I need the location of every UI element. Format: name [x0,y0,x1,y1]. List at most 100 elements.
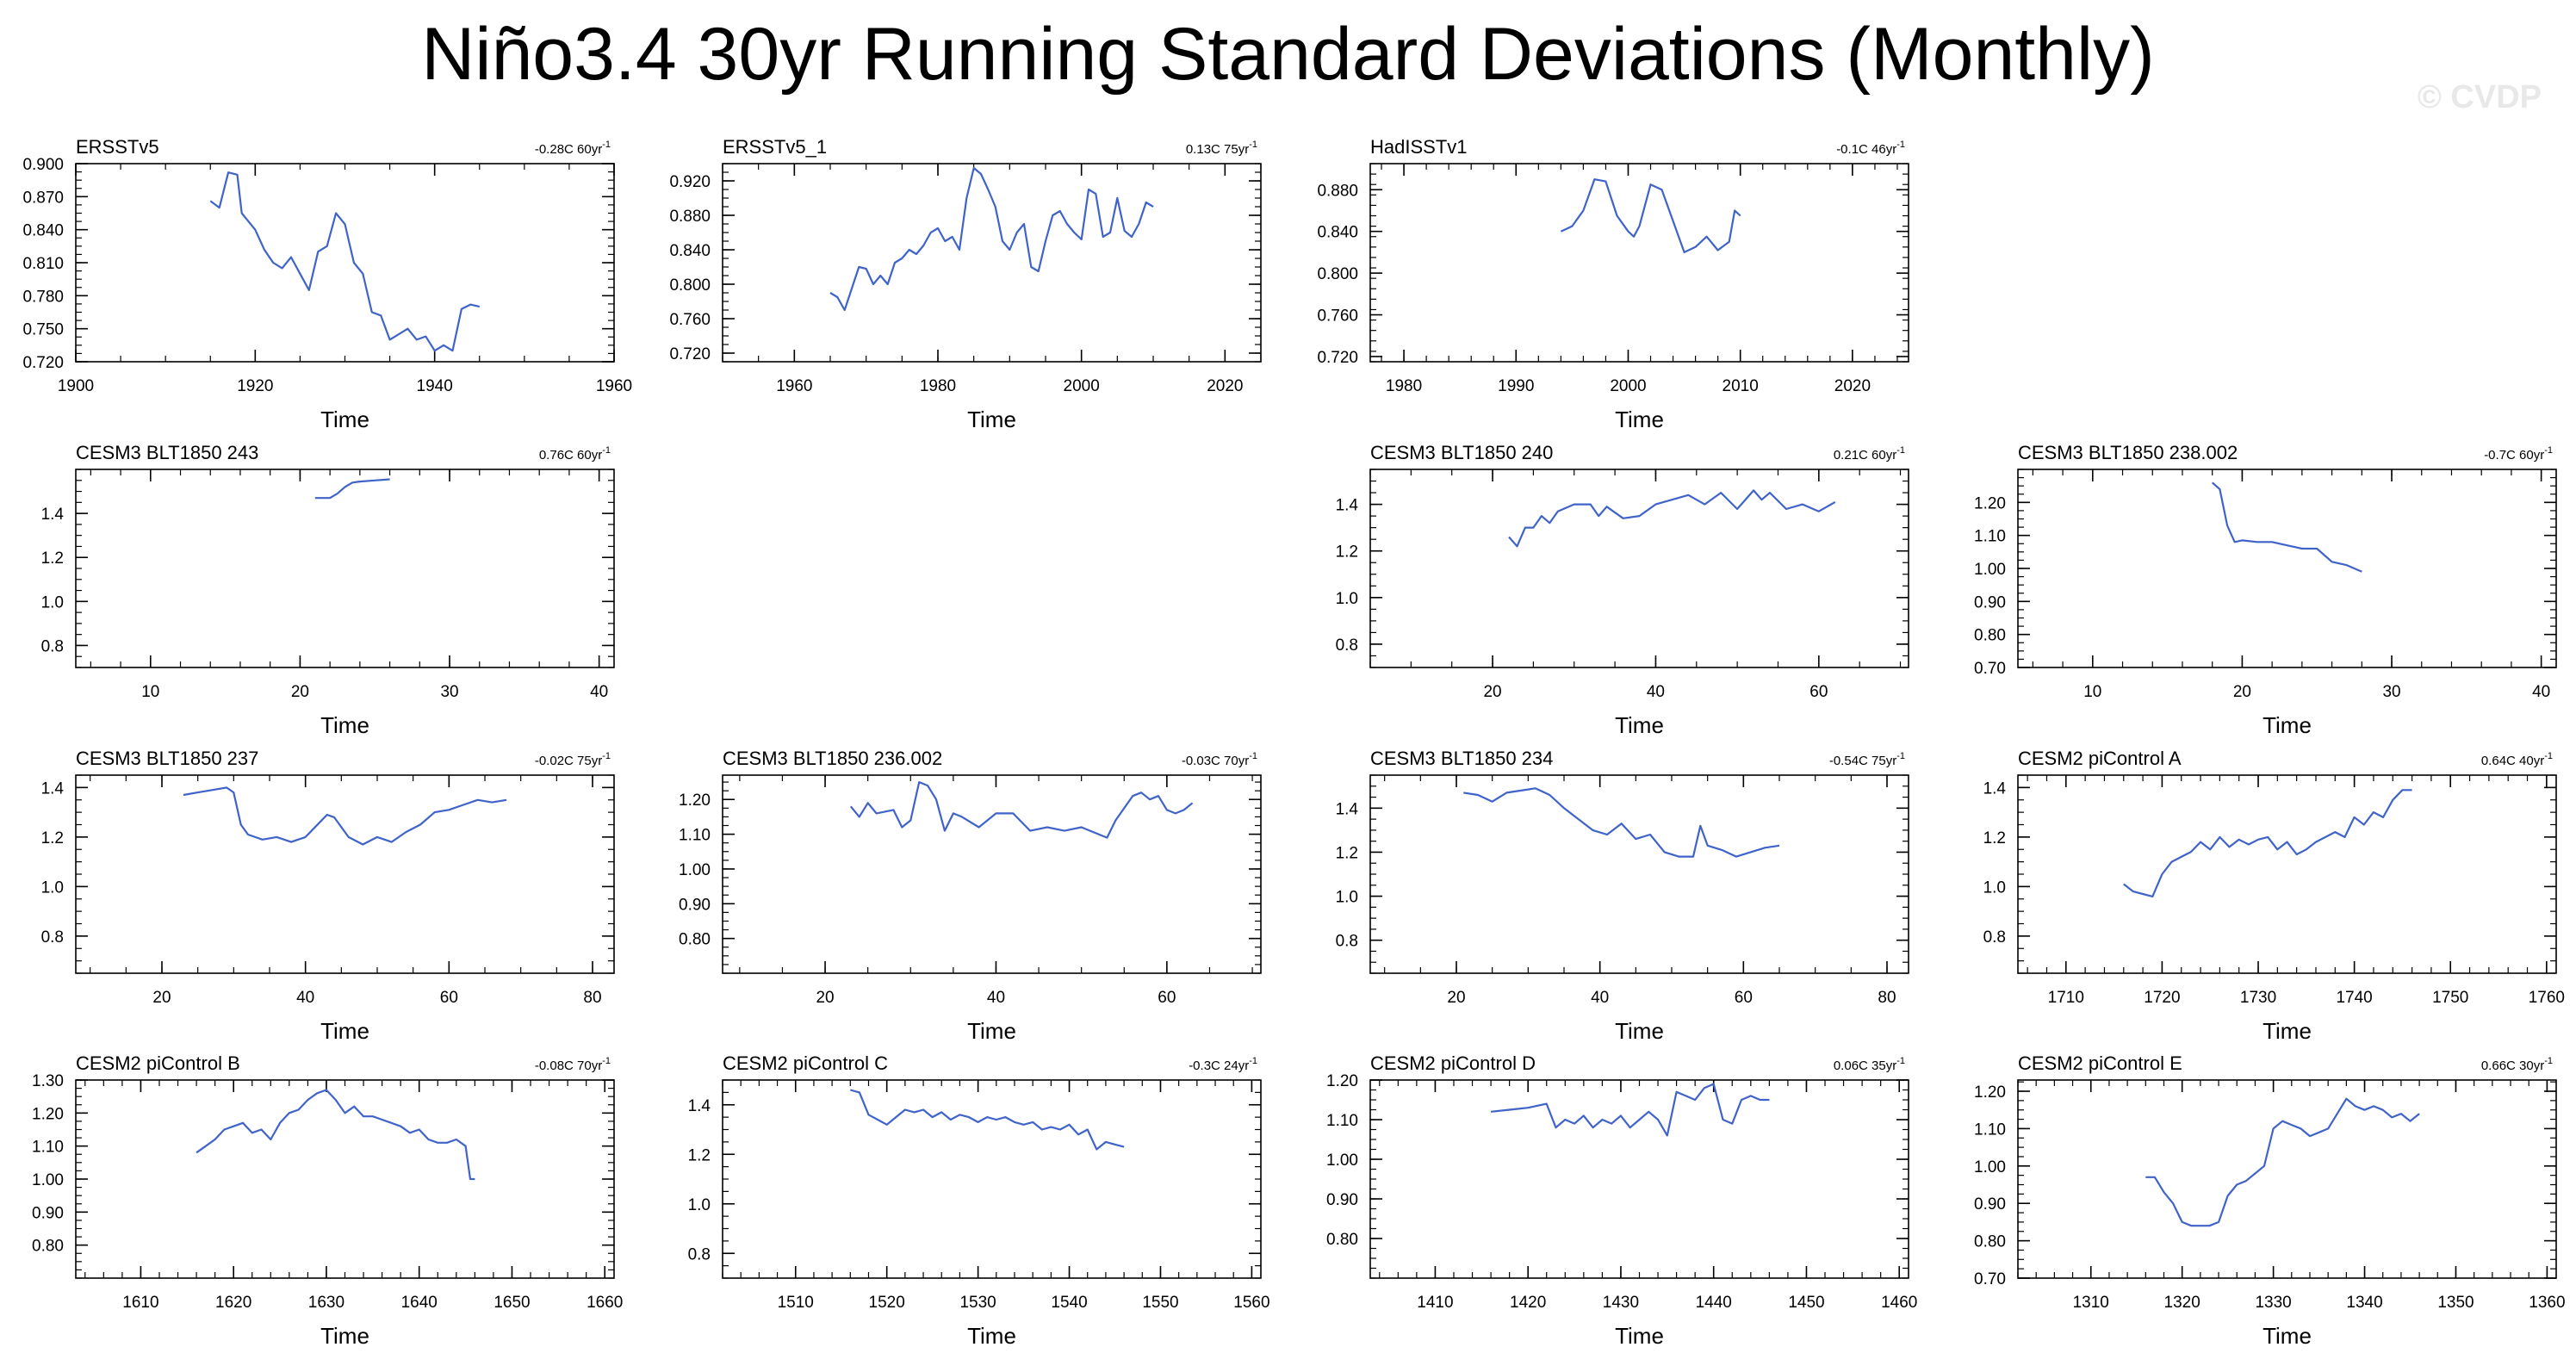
trend-label: -0.08C 70yr-1 [535,1056,611,1073]
trend-superscript: -1 [1896,1056,1905,1066]
y-tick-label: 1.0 [1336,889,1358,907]
y-tick-label: 1.0 [1983,878,2006,897]
x-tick-label: 1740 [2336,989,2372,1007]
chart-panel-12: 1610 1620 1630 1640 1650 1660 0.80 0.90 1.00 1.10… [32,1052,623,1349]
chart-panel-10: 20 40 60 80 0.8 1.0 1.2 1.4 CESM3 BLT1850 234 -0.… [1336,748,1909,1044]
chart-panel-1: 1960 1980 2000 2020 0.720 0.760 0.800 0.840 0.88… [669,136,1262,432]
chart-title: HadISSTv1 [1370,136,1468,158]
y-tick-label: 0.810 [22,255,64,273]
trend-label: 0.06C 35yr-1 [1834,1056,1905,1073]
chart-title: CESM3 BLT1850 243 [76,442,258,463]
y-tick-label: 0.750 [22,321,64,339]
series-line [1560,178,1741,253]
series-line [196,1089,475,1181]
y-tick-label: 0.70 [1974,660,2006,678]
trend-label: 0.64C 40yr-1 [2481,751,2553,768]
series-line [849,780,1194,839]
plot-frame [75,469,615,668]
x-tick-label: 1540 [1051,1294,1087,1312]
y-tick-label: 0.80 [32,1238,64,1256]
x-tick-label: 1430 [1603,1294,1639,1312]
trend-superscript: -1 [1896,140,1905,150]
x-axis-label: Time [320,1018,369,1044]
x-tick-label: 2020 [1834,377,1871,395]
x-tick-label: 1330 [2255,1294,2291,1312]
x-tick-label: 1620 [215,1294,251,1312]
y-tick-label: 0.8 [41,637,64,655]
y-tick-label: 1.2 [1983,829,2006,847]
trend-superscript: -1 [602,751,611,761]
chart-title: CESM3 BLT1850 238.002 [2018,442,2238,463]
x-tick-label: 2010 [1723,377,1759,395]
chart-title: CESM2 piControl A [2018,748,2182,769]
y-tick-label: 1.4 [1336,800,1359,818]
x-tick-label: 40 [987,989,1005,1007]
x-axis-label: Time [320,712,369,738]
y-tick-label: 1.00 [679,861,711,879]
x-tick-label: 20 [291,683,309,701]
trend-label: -0.02C 75yr-1 [535,751,611,768]
trend-superscript: -1 [1896,445,1905,456]
series-line [1463,787,1780,858]
series-line [209,171,481,352]
x-tick-label: 10 [2083,683,2101,701]
y-tick-label: 1.00 [1326,1152,1358,1170]
x-axis-label: Time [1615,1323,1664,1349]
trend-superscript: -1 [1249,1056,1257,1066]
plot-frame [722,774,1262,974]
y-tick-label: 0.870 [22,189,64,207]
chart-title: CESM2 piControl B [76,1052,240,1074]
chart-title: CESM2 piControl D [1370,1052,1536,1074]
x-tick-label: 20 [816,989,834,1007]
y-tick-label: 1.20 [1326,1072,1358,1090]
y-tick-label: 0.800 [1317,265,1358,283]
y-tick-label: 1.00 [1974,1158,2006,1176]
trend-superscript: -1 [1249,140,1257,150]
x-tick-label: 1750 [2432,989,2468,1007]
x-tick-label: 80 [583,989,601,1007]
y-tick-label: 1.4 [1336,497,1359,515]
y-tick-label: 1.4 [41,779,65,798]
x-tick-label: 1440 [1696,1294,1732,1312]
trend-label: -0.28C 60yr-1 [535,140,611,157]
chart-panel-8: 20 40 60 80 0.8 1.0 1.2 1.4 CESM3 BLT1850 237 -0.… [41,748,615,1044]
x-tick-label: 40 [590,683,608,701]
x-tick-label: 1980 [920,377,956,395]
y-tick-label: 0.80 [679,931,711,949]
x-tick-label: 1350 [2437,1294,2474,1312]
x-tick-label: 2000 [1610,377,1646,395]
y-tick-label: 0.80 [1974,627,2006,645]
chart-title: CESM3 BLT1850 240 [1370,442,1553,463]
x-tick-label: 1360 [2529,1294,2565,1312]
x-axis-label: Time [2263,712,2312,738]
x-tick-label: 1410 [1417,1294,1453,1312]
y-tick-label: 1.00 [1974,561,2006,579]
y-tick-label: 1.10 [32,1139,64,1157]
chart-panel-9: 20 40 60 0.80 0.90 1.00 1.10 1.20 CESM3 BLT1850 … [679,748,1262,1044]
y-tick-label: 1.10 [1974,528,2006,546]
x-tick-label: 10 [141,683,159,701]
trend-label: -0.03C 70yr-1 [1182,751,1257,768]
y-tick-label: 0.80 [1974,1233,2006,1251]
trend-superscript: -1 [602,140,611,150]
watermark: © CVDP [2417,79,2542,115]
y-tick-label: 1.10 [679,827,711,845]
series-line [314,478,390,500]
y-tick-label: 0.90 [679,896,711,914]
y-tick-label: 0.8 [1336,933,1358,951]
chart-title: CESM3 BLT1850 234 [1370,748,1553,769]
trend-superscript: -1 [2544,1056,2553,1066]
series-line [1508,489,1836,548]
y-tick-label: 0.8 [688,1245,711,1263]
plot-frame [2017,774,2557,974]
x-tick-label: 1960 [776,377,812,395]
y-tick-label: 1.0 [1336,590,1358,608]
trend-superscript: -1 [1896,751,1905,761]
x-tick-label: 20 [2233,683,2251,701]
chart-title: CESM3 BLT1850 236.002 [723,748,942,769]
trend-label: 0.13C 75yr-1 [1186,140,1257,157]
series-line [1490,1083,1770,1137]
y-tick-label: 1.10 [1974,1121,2006,1139]
plot-frame [75,163,615,363]
